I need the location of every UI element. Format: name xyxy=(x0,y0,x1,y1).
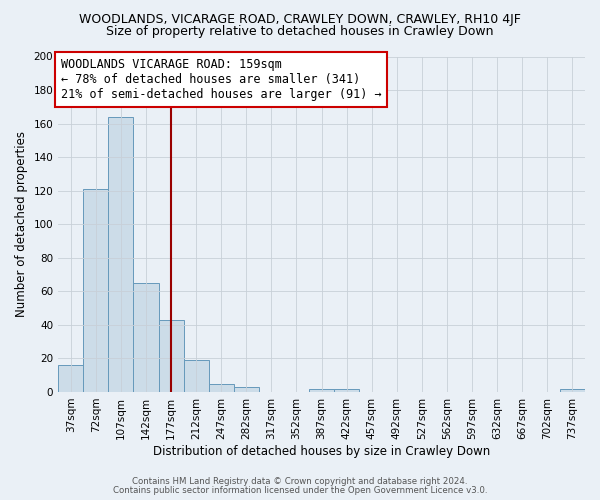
Text: WOODLANDS, VICARAGE ROAD, CRAWLEY DOWN, CRAWLEY, RH10 4JF: WOODLANDS, VICARAGE ROAD, CRAWLEY DOWN, … xyxy=(79,12,521,26)
Text: Contains public sector information licensed under the Open Government Licence v3: Contains public sector information licen… xyxy=(113,486,487,495)
Bar xyxy=(234,387,259,392)
Bar xyxy=(83,189,109,392)
X-axis label: Distribution of detached houses by size in Crawley Down: Distribution of detached houses by size … xyxy=(153,444,490,458)
Bar xyxy=(560,388,585,392)
Bar xyxy=(158,320,184,392)
Bar xyxy=(133,283,158,392)
Bar xyxy=(58,365,83,392)
Y-axis label: Number of detached properties: Number of detached properties xyxy=(15,131,28,317)
Bar xyxy=(184,360,209,392)
Bar xyxy=(209,384,234,392)
Bar xyxy=(109,117,133,392)
Text: WOODLANDS VICARAGE ROAD: 159sqm
← 78% of detached houses are smaller (341)
21% o: WOODLANDS VICARAGE ROAD: 159sqm ← 78% of… xyxy=(61,58,382,101)
Text: Size of property relative to detached houses in Crawley Down: Size of property relative to detached ho… xyxy=(106,25,494,38)
Bar xyxy=(309,388,334,392)
Bar xyxy=(334,388,359,392)
Text: Contains HM Land Registry data © Crown copyright and database right 2024.: Contains HM Land Registry data © Crown c… xyxy=(132,477,468,486)
